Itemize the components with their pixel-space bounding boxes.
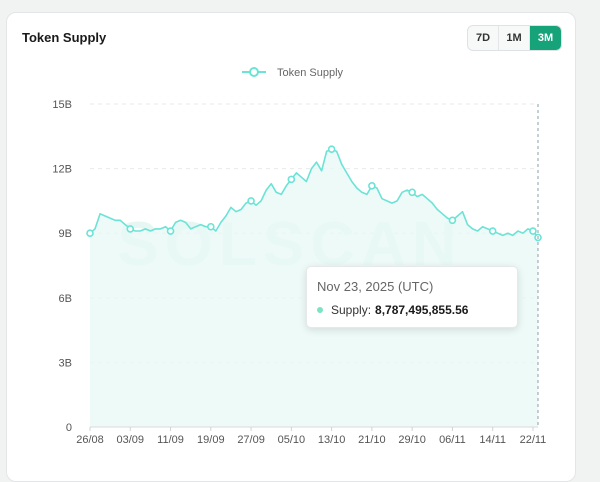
page-scroll-gutter: [583, 0, 600, 474]
x-tick-label: 26/08: [76, 434, 104, 446]
x-tick-label: 22/11: [520, 434, 547, 446]
data-point: [408, 188, 416, 197]
legend-marker-icon: [249, 67, 259, 77]
data-point: [327, 145, 336, 154]
chart-legend[interactable]: Token Supply: [242, 67, 344, 79]
tooltip-value: 8,787,495,855.56: [375, 303, 469, 317]
data-point: [287, 175, 296, 184]
tooltip-series-dot-icon: [317, 307, 323, 313]
data-point: [368, 182, 376, 190]
x-tick-label: 05/10: [278, 434, 306, 446]
y-tick-label: 9B: [59, 228, 72, 240]
x-tick-label: 13/10: [318, 434, 346, 446]
x-tick-label: 14/11: [479, 434, 506, 446]
data-point: [166, 227, 175, 235]
tooltip-label: Supply:: [331, 303, 372, 317]
x-tick-label: 21/10: [358, 434, 386, 446]
range-7d-button[interactable]: 7D: [468, 26, 499, 50]
data-point: [448, 216, 457, 225]
legend-label: Token Supply: [277, 67, 344, 79]
x-tick-label: 11/09: [157, 434, 184, 446]
data-point: [247, 197, 255, 205]
tooltip-row: Supply: 8,787,495,855.56: [317, 303, 468, 317]
data-point: [488, 227, 497, 235]
y-tick-label: 0: [66, 422, 72, 434]
series-line: [89, 148, 539, 238]
x-tick-label: 29/10: [398, 434, 426, 446]
data-point: [529, 227, 537, 235]
tooltip-date: Nov 23, 2025 (UTC): [317, 279, 434, 294]
x-axis: 26/08 03/09 11/09 19/09 27/09 05/10 13/10 21/10…: [76, 426, 547, 446]
data-tooltip: Nov 23, 2025 (UTC) Supply: 8,787,495,855…: [306, 266, 518, 328]
y-tick-label: 12B: [52, 164, 72, 176]
data-point: [207, 222, 215, 231]
range-1m-button[interactable]: 1M: [499, 26, 530, 50]
range-3m-button[interactable]: 3M: [530, 26, 561, 50]
x-tick-label: 03/09: [117, 434, 145, 446]
y-tick-label: 3B: [59, 357, 72, 369]
data-point: [86, 229, 94, 237]
x-tick-label: 19/09: [197, 434, 225, 446]
x-tick-label: 06/11: [439, 434, 466, 446]
y-axis: 0 3B 6B 9B 12B 15B: [52, 99, 72, 434]
y-tick-label: 15B: [52, 99, 72, 111]
time-range-selector: 7D 1M 3M: [467, 25, 562, 51]
data-point: [126, 225, 135, 233]
x-tick-label: 27/09: [237, 434, 265, 446]
y-tick-label: 6B: [59, 293, 72, 305]
card-title: Token Supply: [22, 30, 107, 45]
